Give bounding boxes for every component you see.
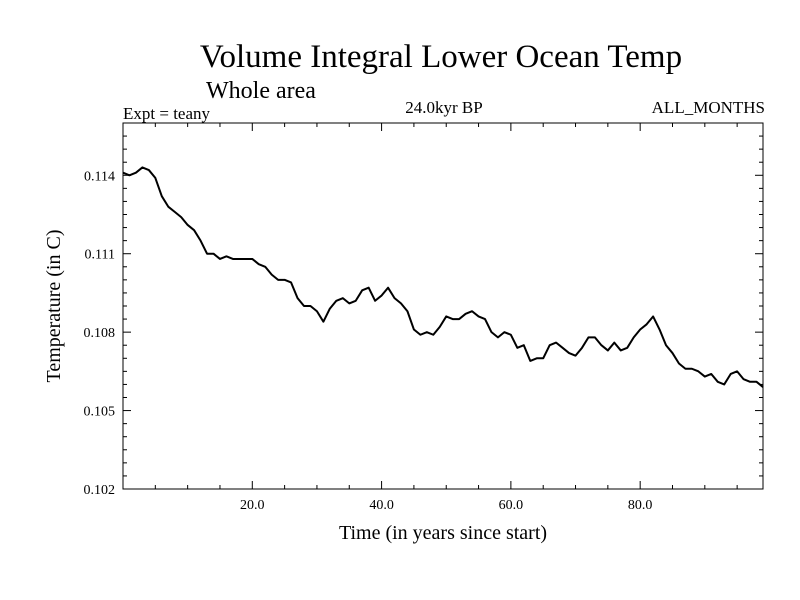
x-axis-ticks: 20.0 40.0 60.0 80.0 [122,123,738,513]
x-tick-label: 40.0 [369,498,394,513]
y-tick-label: 0.105 [84,405,116,420]
chart-subtitle: Whole area [206,78,316,104]
y-tick-label: 0.102 [84,483,116,498]
x-tick-label: 80.0 [628,498,653,513]
y-tick-label: 0.108 [84,326,116,341]
plot-frame [122,122,764,490]
y-axis-ticks: 0.102 0.105 0.108 0.111 0.114 [84,122,763,498]
header-expt: Expt = teany [123,104,211,123]
header-period: 24.0kyr BP [405,98,482,117]
temperature-series-line [122,166,764,388]
y-axis-label: Temperature (in C) [43,230,65,383]
header-months: ALL_MONTHS [652,98,765,117]
y-tick-label: 0.111 [85,248,115,263]
chart-title: Volume Integral Lower Ocean Temp [200,39,682,75]
x-axis-label: Time (in years since start) [339,522,547,544]
x-tick-label: 60.0 [499,498,524,513]
x-tick-label: 20.0 [240,498,265,513]
y-tick-label: 0.114 [84,169,115,184]
